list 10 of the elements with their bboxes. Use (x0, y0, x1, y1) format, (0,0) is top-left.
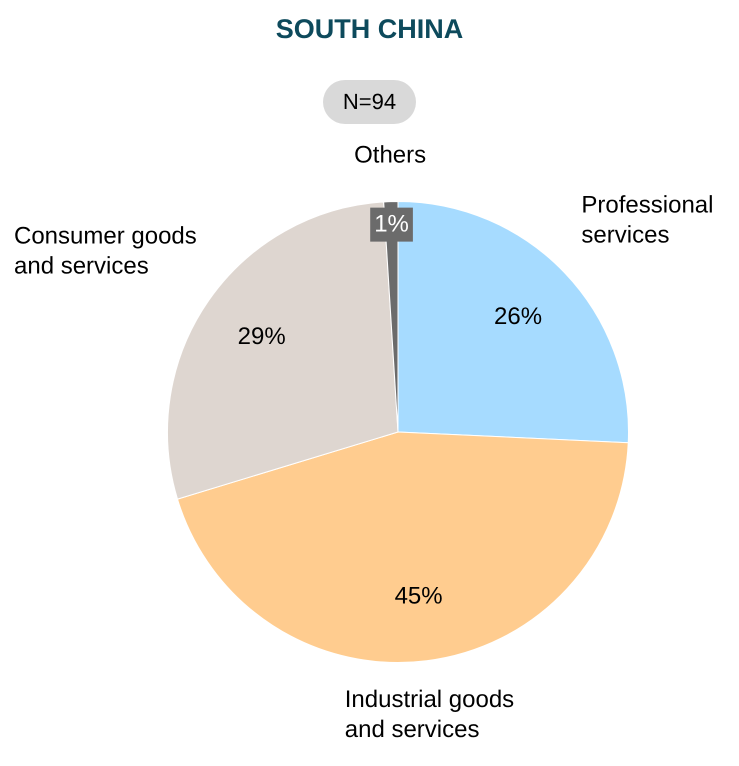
slice-label: Others (354, 142, 426, 169)
data-label: 29% (238, 323, 286, 350)
slice-label: Industrial goods and services (344, 686, 514, 743)
slice-label: Consumer goods and services (14, 222, 197, 280)
data-label: 26% (494, 303, 542, 330)
slice-label: Professional services (581, 191, 714, 248)
chart-subtitle: N=94 (322, 80, 416, 124)
chart-title: SOUTH CHINA (274, 13, 464, 46)
data-label: 45% (394, 582, 443, 610)
data-label: 1% (374, 210, 409, 238)
